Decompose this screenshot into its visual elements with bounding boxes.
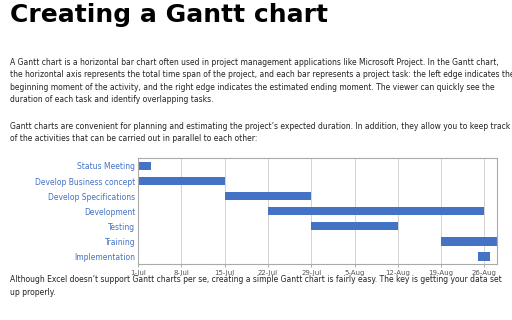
Bar [441, 237, 497, 245]
Text: Gantt charts are convenient for planning and estimating the project’s expected d: Gantt charts are convenient for planning… [10, 122, 510, 143]
Text: A Gantt chart is a horizontal bar chart often used in project management applica: A Gantt chart is a horizontal bar chart … [10, 58, 512, 104]
Bar [138, 177, 225, 185]
Text: Creating a Gantt chart: Creating a Gantt chart [10, 3, 328, 27]
Bar [478, 252, 490, 260]
Text: Although Excel doesn’t support Gantt charts per se, creating a simple Gantt char: Although Excel doesn’t support Gantt cha… [10, 275, 502, 297]
Bar [268, 207, 484, 215]
Bar [225, 192, 311, 200]
Bar [311, 222, 398, 230]
Bar [138, 162, 151, 170]
